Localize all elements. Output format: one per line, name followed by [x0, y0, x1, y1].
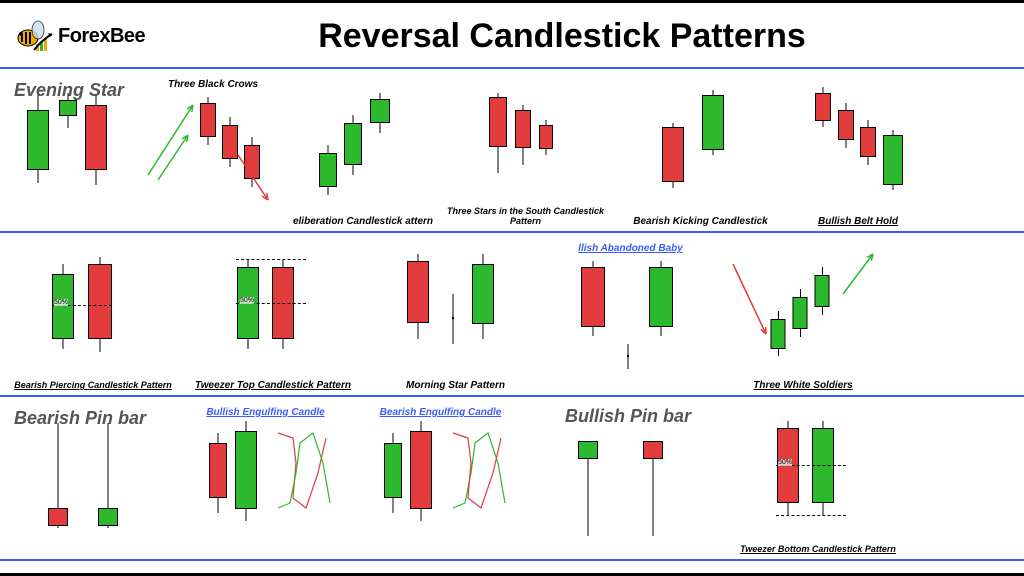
pattern-label: Three Stars in the South Candlestick Pat… — [438, 207, 613, 227]
candlestick-chart — [368, 239, 543, 378]
pattern-cell: 50% Tweezer Top Candlestick Pattern — [178, 239, 368, 391]
candle — [370, 75, 390, 214]
candlestick-chart — [718, 239, 888, 378]
pattern-label: Bearish Engulfing Candle — [380, 407, 502, 418]
candle — [838, 75, 854, 214]
overlay-svg — [138, 75, 288, 215]
pattern-label: Bullish Pin bar — [565, 407, 691, 427]
candle — [662, 75, 684, 214]
pattern-cell: 50% Bearish Piercing Candlestick Pattern — [8, 239, 178, 391]
candle — [815, 75, 831, 214]
candle — [489, 75, 507, 205]
pattern-cell: Bullish Belt Hold — [788, 75, 928, 227]
pattern-label: Tweezer Top Candlestick Pattern — [195, 380, 351, 391]
candlestick-chart — [613, 75, 788, 214]
pattern-label: llish Abandoned Baby — [578, 243, 683, 254]
candlestick-chart — [178, 403, 353, 555]
candlestick-chart: 50% — [728, 403, 908, 543]
candle — [88, 239, 112, 379]
pattern-label: Three Black Crows — [168, 79, 258, 90]
candle — [777, 403, 799, 543]
candlestick-chart: 50% — [8, 239, 178, 379]
pattern-cell: Morning Star Pattern — [368, 239, 543, 391]
candle — [702, 75, 724, 214]
pattern-cell: Three Stars in the South Candlestick Pat… — [438, 75, 613, 227]
candlestick-chart — [543, 239, 718, 391]
pattern-label: Evening Star — [14, 81, 124, 101]
candle — [539, 75, 553, 205]
candle — [319, 75, 337, 214]
pattern-cell: Evening Star — [8, 75, 138, 227]
header: ForexBee Reversal Candlestick Patterns — [0, 3, 1024, 67]
pattern-label: Bearish Piercing Candlestick Pattern — [14, 381, 172, 391]
candlestick-chart — [138, 75, 288, 227]
pattern-label: Bearish Kicking Candlestick — [633, 216, 768, 227]
candle — [344, 75, 362, 214]
pattern-row: Bearish Pin bar Bullish Engulfing Candle B… — [0, 395, 1024, 561]
pattern-label: eliberation Candlestick attern — [293, 216, 433, 227]
candle — [52, 239, 74, 379]
candle — [627, 239, 629, 391]
overlay-svg — [353, 403, 528, 543]
pattern-label: Bearish Pin bar — [14, 409, 146, 429]
page-title: Reversal Candlestick Patterns — [110, 17, 1014, 56]
candle — [860, 75, 876, 214]
pattern-cell: Bullish Pin bar — [528, 403, 728, 555]
pattern-label: Bullish Belt Hold — [818, 216, 898, 227]
pattern-row: 50%Bearish Piercing Candlestick Pattern5… — [0, 231, 1024, 395]
pattern-cell: Three Black Crows — [138, 75, 288, 227]
candle — [581, 239, 605, 391]
candlestick-chart — [788, 75, 928, 214]
candlestick-chart — [438, 75, 613, 205]
pattern-cell: Bearish Pin bar — [8, 403, 178, 555]
candle — [812, 403, 834, 543]
overlay-svg — [718, 239, 888, 379]
bee-icon — [10, 14, 54, 58]
candle — [649, 239, 673, 391]
pattern-cell: Three White Soldiers — [718, 239, 888, 391]
pattern-cell: eliberation Candlestick attern — [288, 75, 438, 227]
candlestick-chart: 50% — [178, 239, 368, 378]
candlestick-chart — [288, 75, 438, 214]
candle — [883, 75, 903, 214]
pattern-cell: llish Abandoned Baby — [543, 239, 718, 391]
candlestick-chart — [353, 403, 528, 555]
candle — [452, 239, 454, 378]
pattern-label: Tweezer Bottom Candlestick Pattern — [740, 545, 896, 555]
pattern-cell: Bullish Engulfing Candle — [178, 403, 353, 555]
candle — [407, 239, 429, 378]
pattern-row: Evening Star Three Black Crows eliberation… — [0, 67, 1024, 231]
pattern-cell: Bearish Kicking Candlestick — [613, 75, 788, 227]
pattern-label: Bullish Engulfing Candle — [206, 407, 324, 418]
overlay-svg — [178, 403, 353, 543]
candle — [515, 75, 531, 205]
candle — [472, 239, 494, 378]
pattern-label: Three White Soldiers — [753, 380, 852, 391]
pattern-label: Morning Star Pattern — [406, 380, 505, 391]
pattern-cell: Bearish Engulfing Candle — [353, 403, 528, 555]
pattern-cell: 50% Tweezer Bottom Candlestick Pattern — [728, 403, 908, 555]
